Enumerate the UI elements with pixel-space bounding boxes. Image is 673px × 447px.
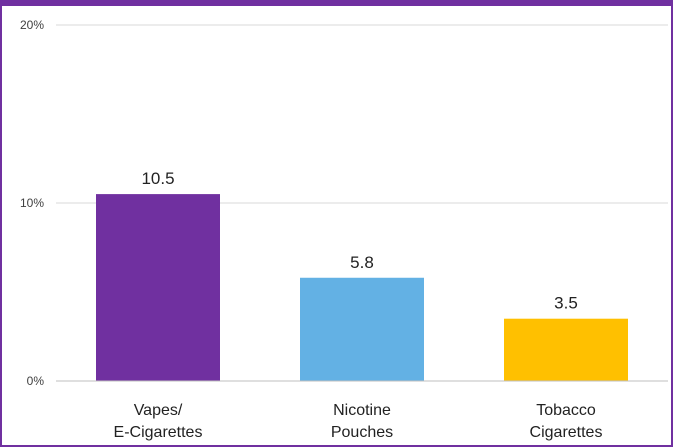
data-label-0: 10.5 (141, 169, 174, 188)
data-label-1: 5.8 (350, 253, 374, 272)
category-label-line: E-Cigarettes (114, 424, 203, 441)
top-accent-bar (2, 0, 671, 6)
category-label-1: Nicotine Pouches (331, 402, 393, 441)
y-tick-label-2: 20% (20, 18, 44, 32)
category-labels: Vapes/E-Cigarettes Nicotine Pouches Tobacco… (114, 402, 603, 441)
category-label-line: Pouches (331, 424, 393, 441)
category-label-line: Tobacco (536, 402, 596, 419)
y-tick-label-0: 0% (27, 374, 45, 388)
bar-1 (300, 277, 424, 381)
y-axis-ticks: 0% 10% 20% (20, 18, 44, 388)
bars (96, 194, 628, 381)
category-label-line: Nicotine (333, 402, 391, 419)
category-label-line: Vapes/ (134, 402, 183, 419)
bar-0 (96, 194, 220, 381)
bar-2 (504, 318, 628, 381)
data-label-2: 3.5 (554, 294, 578, 313)
y-tick-label-1: 10% (20, 196, 44, 210)
category-label-0: Vapes/E-Cigarettes (114, 402, 203, 441)
category-label-line: Cigarettes (530, 424, 603, 441)
data-labels: 10.5 5.8 3.5 (141, 169, 577, 313)
category-label-2: Tobacco Cigarettes (530, 402, 603, 441)
